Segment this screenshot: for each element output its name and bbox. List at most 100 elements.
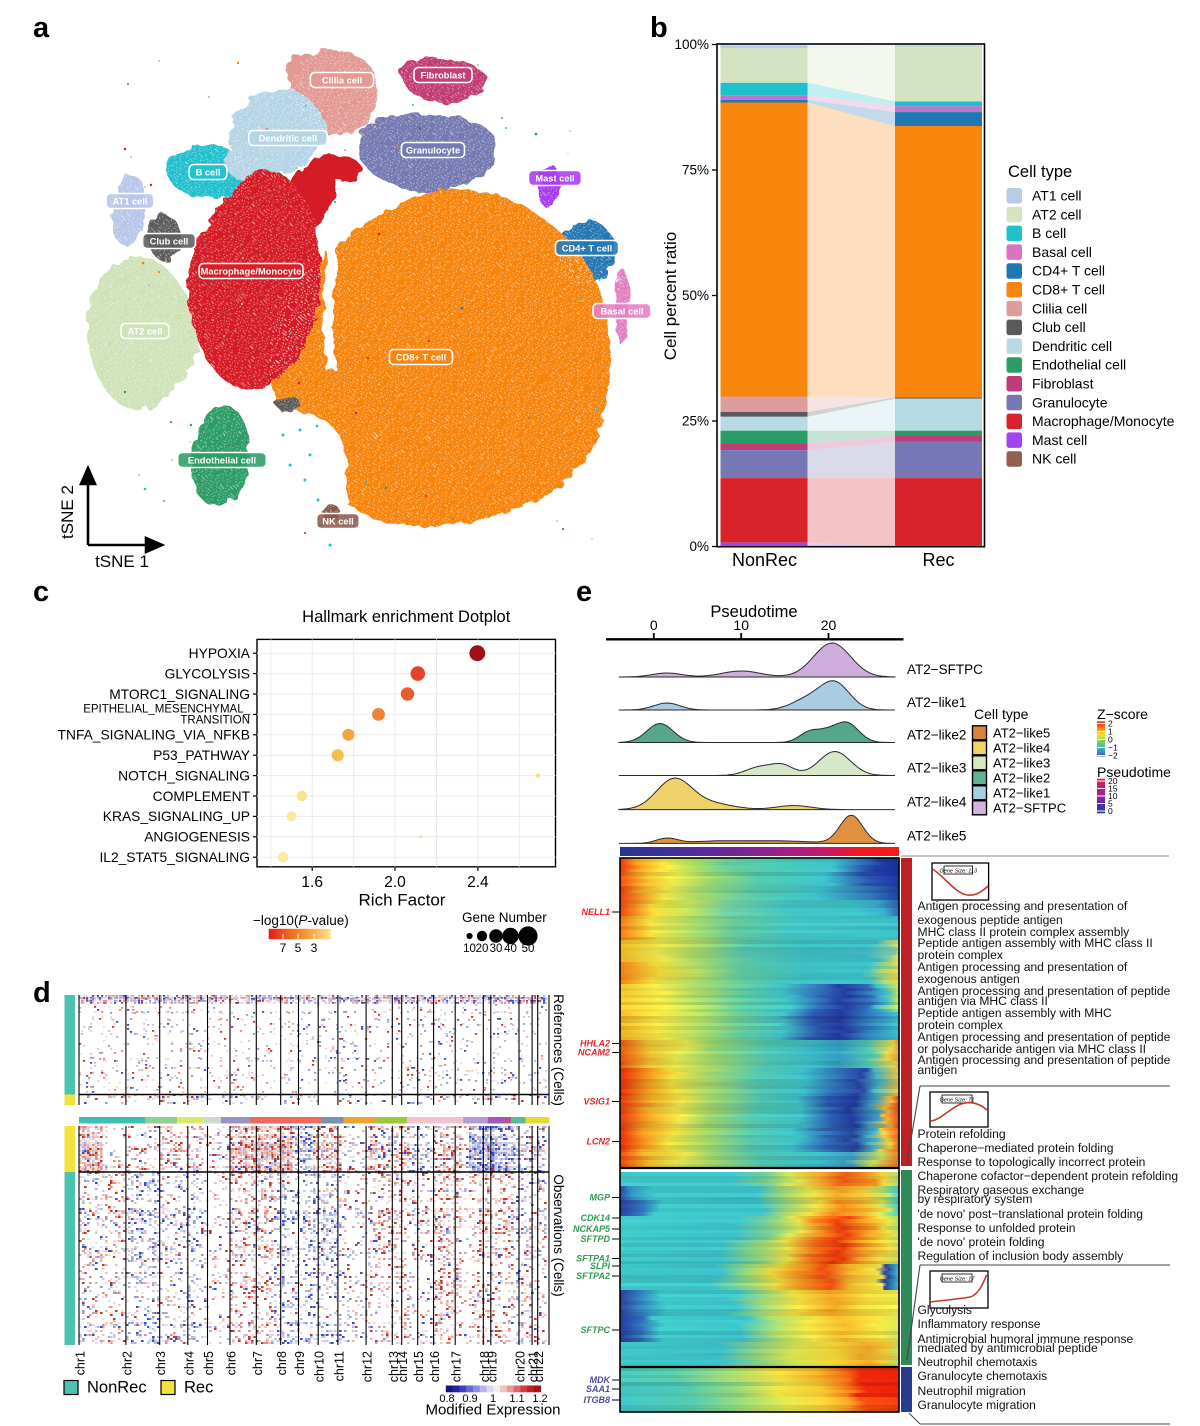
svg-text:Macrophage/Monocyte: Macrophage/Monocyte [1032, 413, 1175, 429]
svg-text:1.6: 1.6 [301, 874, 323, 891]
svg-text:CD4+ T cell: CD4+ T cell [1032, 263, 1105, 279]
svg-text:AT1 cell: AT1 cell [1032, 188, 1082, 204]
svg-text:chr11: chr11 [332, 1351, 346, 1381]
svg-text:Granulocyte: Granulocyte [406, 146, 460, 156]
svg-text:50: 50 [522, 943, 535, 955]
svg-text:chr22: chr22 [532, 1351, 546, 1382]
svg-text:Gene Size: 17: Gene Size: 17 [940, 1276, 976, 1282]
svg-text:1: 1 [1108, 727, 1113, 737]
svg-text:0.9: 0.9 [462, 1393, 477, 1405]
svg-text:SFTPC: SFTPC [580, 1325, 610, 1335]
svg-text:−2: −2 [1108, 751, 1118, 761]
svg-text:chr14: chr14 [396, 1351, 410, 1382]
svg-text:Cell percent ratio: Cell percent ratio [661, 232, 680, 361]
svg-text:MTORC1_SIGNALING: MTORC1_SIGNALING [109, 687, 250, 702]
svg-text:40: 40 [504, 943, 517, 955]
svg-text:Endothelial cell: Endothelial cell [1032, 357, 1126, 373]
svg-text:tSNE 2: tSNE 2 [58, 485, 77, 539]
svg-text:1: 1 [490, 1393, 496, 1405]
svg-text:chr3: chr3 [154, 1351, 168, 1375]
svg-text:Fibroblast: Fibroblast [421, 71, 466, 81]
svg-text:Clilia cell: Clilia cell [322, 76, 362, 86]
svg-text:20: 20 [1108, 776, 1118, 786]
svg-text:2: 2 [1108, 719, 1113, 729]
svg-text:AT2−like2: AT2−like2 [907, 728, 966, 743]
svg-text:AT2−like2: AT2−like2 [993, 770, 1050, 785]
svg-text:chr4: chr4 [182, 1351, 196, 1375]
svg-text:Z−score: Z−score [1097, 706, 1148, 722]
svg-text:30: 30 [490, 943, 503, 955]
svg-text:chr15: chr15 [412, 1351, 426, 1382]
svg-text:10: 10 [733, 617, 749, 633]
svg-text:Club cell: Club cell [150, 237, 189, 247]
svg-text:tSNE 1: tSNE 1 [95, 552, 149, 571]
svg-text:References (Cells): References (Cells) [551, 994, 566, 1106]
svg-text:chr6: chr6 [225, 1351, 239, 1375]
svg-text:Gene Number: Gene Number [462, 910, 547, 925]
svg-text:NonRec: NonRec [87, 1379, 147, 1397]
svg-text:chr12: chr12 [361, 1351, 375, 1382]
svg-text:20: 20 [821, 617, 837, 633]
svg-text:−log10(P-value): −log10(P-value) [253, 913, 349, 928]
svg-text:SFTPD: SFTPD [580, 1234, 610, 1244]
svg-text:ANGIOGENESIS: ANGIOGENESIS [144, 830, 250, 845]
svg-text:0: 0 [1108, 806, 1113, 816]
svg-text:chr20: chr20 [514, 1351, 528, 1382]
svg-text:P53_PATHWAY: P53_PATHWAY [153, 748, 250, 763]
svg-text:Club cell: Club cell [1032, 319, 1086, 335]
svg-text:HHLA2: HHLA2 [580, 1039, 610, 1049]
svg-text:50%: 50% [682, 288, 709, 303]
svg-text:Cell type: Cell type [1008, 163, 1072, 181]
svg-text:10: 10 [1108, 791, 1118, 801]
svg-text:0: 0 [1108, 735, 1113, 745]
svg-text:COMPLEMENT: COMPLEMENT [153, 789, 251, 804]
svg-text:chr9: chr9 [293, 1351, 307, 1375]
svg-text:0: 0 [650, 617, 658, 633]
svg-text:Granulocyte: Granulocyte [1032, 394, 1108, 410]
svg-text:2.4: 2.4 [467, 874, 489, 891]
svg-text:1.1: 1.1 [509, 1393, 524, 1405]
svg-text:B cell: B cell [196, 168, 221, 178]
svg-text:CD8+ T cell: CD8+ T cell [1032, 282, 1105, 298]
svg-text:Basal cell: Basal cell [1032, 244, 1092, 260]
svg-text:SLPI: SLPI [590, 1261, 611, 1271]
svg-text:CDK14: CDK14 [580, 1213, 610, 1223]
svg-text:AT2−like1: AT2−like1 [993, 785, 1050, 800]
svg-text:B cell: B cell [1032, 225, 1066, 241]
svg-text:AT2−like3: AT2−like3 [907, 761, 966, 776]
svg-text:AT2−SFTPC: AT2−SFTPC [993, 800, 1066, 815]
svg-text:TRANSITION: TRANSITION [180, 714, 250, 726]
svg-text:KRAS_SIGNALING_UP: KRAS_SIGNALING_UP [103, 809, 250, 824]
svg-text:Basal cell: Basal cell [601, 307, 644, 317]
svg-text:EPITHELIAL_MESENCHYMAL_: EPITHELIAL_MESENCHYMAL_ [83, 703, 250, 715]
svg-text:Macrophage/Monocyte: Macrophage/Monocyte [201, 267, 302, 277]
svg-text:5: 5 [295, 941, 302, 955]
svg-text:7: 7 [280, 941, 287, 955]
svg-text:NCKAP5: NCKAP5 [573, 1224, 611, 1234]
svg-text:IL2_STAT5_SIGNALING: IL2_STAT5_SIGNALING [99, 850, 250, 865]
svg-text:AT2 cell: AT2 cell [1032, 206, 1082, 222]
svg-text:100%: 100% [674, 37, 709, 52]
svg-text:Pseudotime: Pseudotime [710, 603, 797, 621]
svg-text:AT2 cell: AT2 cell [128, 327, 163, 337]
svg-text:75%: 75% [682, 163, 709, 178]
svg-text:chr21: chr21 [527, 1351, 541, 1382]
svg-text:NOTCH_SIGNALING: NOTCH_SIGNALING [118, 768, 250, 783]
svg-text:AT2−like4: AT2−like4 [907, 795, 967, 810]
svg-text:2.0: 2.0 [384, 874, 406, 891]
svg-text:Endothelial cell: Endothelial cell [188, 456, 256, 466]
svg-text:25%: 25% [682, 414, 709, 429]
svg-text:HYPOXIA: HYPOXIA [189, 646, 251, 661]
svg-text:NK cell: NK cell [1032, 451, 1076, 467]
svg-text:chr1: chr1 [74, 1351, 88, 1375]
svg-text:chr17: chr17 [450, 1351, 464, 1382]
svg-text:−1: −1 [1108, 743, 1118, 753]
svg-text:Dendritic cell: Dendritic cell [259, 134, 317, 144]
svg-text:Mast cell: Mast cell [535, 174, 574, 184]
svg-text:Rich Factor: Rich Factor [359, 890, 446, 909]
svg-text:SFTPA2: SFTPA2 [576, 1271, 610, 1281]
svg-text:MGP: MGP [589, 1193, 610, 1203]
svg-text:LCN2: LCN2 [586, 1137, 610, 1147]
svg-text:AT2−like5: AT2−like5 [907, 828, 966, 843]
svg-text:0.8: 0.8 [439, 1393, 454, 1405]
